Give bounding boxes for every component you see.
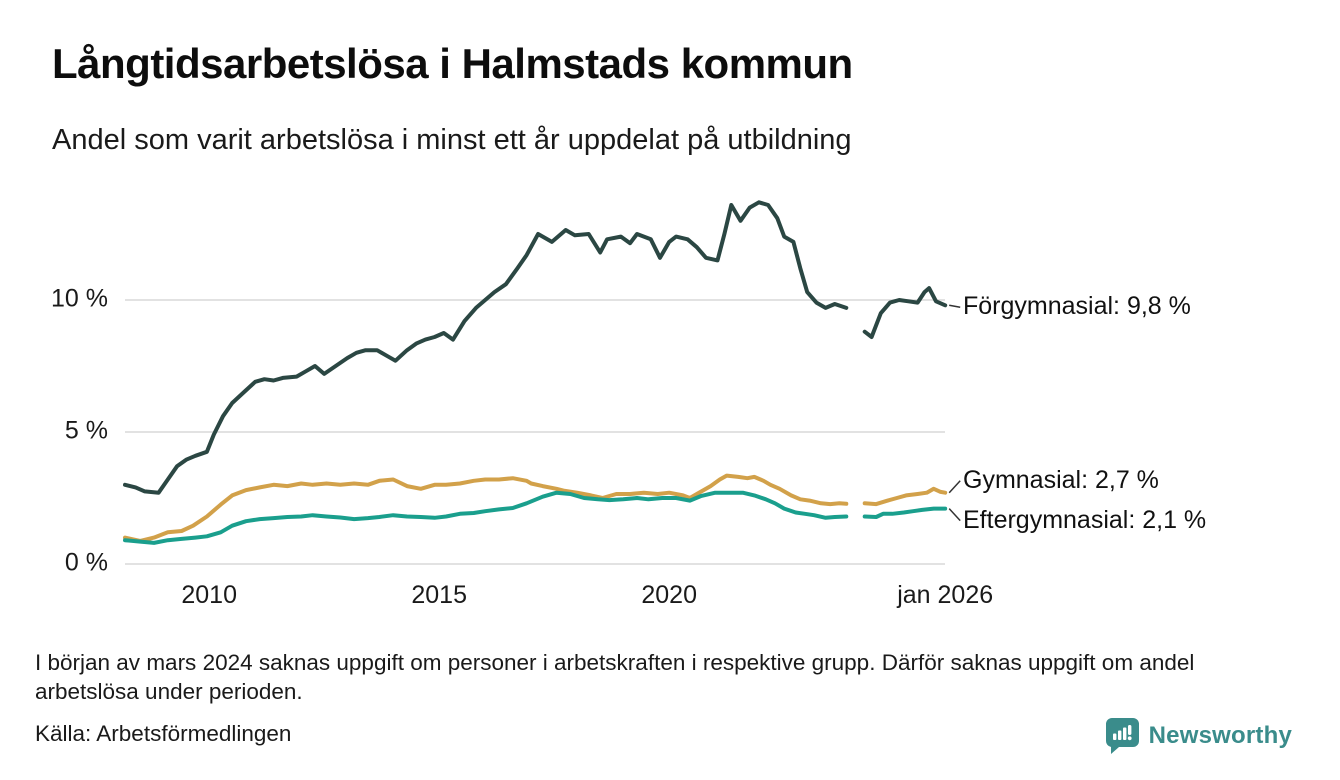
x-tick-2015: 2015 xyxy=(411,581,467,609)
label-leader-frgymnasial xyxy=(949,304,961,309)
series-label-frgymnasial: Förgymnasial: 9,8 % xyxy=(963,292,1191,321)
footnote: I början av mars 2024 saknas uppgift om … xyxy=(35,650,1195,704)
y-tick-10: 10 % xyxy=(51,284,108,313)
series-label-gymnasial: Gymnasial: 2,7 % xyxy=(963,465,1159,494)
label-leader-gymnasial xyxy=(948,480,961,494)
series-line-gymnasial xyxy=(123,473,849,543)
brand-name: Newsworthy xyxy=(1148,721,1292,749)
series-line-eftergymnasial xyxy=(123,490,849,545)
label-leader-eftergymnasial xyxy=(948,508,961,522)
x-tick-2020: 2020 xyxy=(641,581,697,609)
y-tick-0: 0 % xyxy=(64,548,108,577)
page-title: Långtidsarbetslösa i Halmstads kommun xyxy=(52,40,853,87)
y-tick-5: 5 % xyxy=(64,416,108,445)
x-tick-2026: jan 2026 xyxy=(897,581,994,609)
newsworthy-speech-bubble-chart-icon xyxy=(1105,718,1139,754)
series-line-gymnasial xyxy=(862,486,948,507)
series-line-frgymnasial xyxy=(862,286,948,339)
series-line-eftergymnasial xyxy=(862,506,948,519)
x-tick-2010: 2010 xyxy=(181,581,237,609)
newsworthy-logo: Newsworthy xyxy=(1105,717,1292,754)
source-text: Källa: Arbetsförmedlingen xyxy=(35,721,292,746)
page-subtitle: Andel som varit arbetslösa i minst ett å… xyxy=(52,124,852,156)
series-line-frgymnasial xyxy=(123,200,849,495)
series-label-eftergymnasial: Eftergymnasial: 2,1 % xyxy=(963,505,1207,534)
